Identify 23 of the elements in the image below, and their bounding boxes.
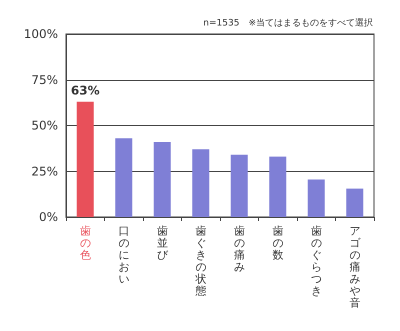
bar — [192, 149, 210, 217]
x-tick-label: 歯の数 — [272, 224, 284, 262]
bar — [154, 142, 171, 217]
data-label: 63% — [70, 84, 100, 98]
bar — [308, 179, 325, 217]
y-tick-label: 100% — [24, 27, 58, 41]
x-tick-label: アゴの痛みや音 — [349, 224, 362, 310]
bar — [346, 188, 364, 217]
y-tick-label: 50% — [31, 118, 58, 132]
x-tick-label: 歯ぐきの状態 — [194, 224, 206, 298]
chart-subtitle: n=1535 ※当てはまるものをすべて選択 — [203, 18, 374, 28]
x-tick-label: 口のにおい — [118, 224, 130, 286]
bar — [76, 102, 94, 217]
x-tick-label: 歯のぐらつき — [310, 224, 322, 298]
bar — [230, 154, 248, 217]
x-tick-label: 歯の色 — [80, 224, 91, 262]
y-tick-label: 75% — [31, 72, 58, 87]
x-tick-label: 歯並び — [156, 224, 169, 262]
x-tick-label: 歯の痛み — [234, 224, 245, 274]
bar — [115, 138, 132, 217]
y-tick-label: 25% — [31, 164, 58, 178]
bar — [269, 156, 286, 217]
y-tick-label: 0% — [38, 210, 58, 224]
